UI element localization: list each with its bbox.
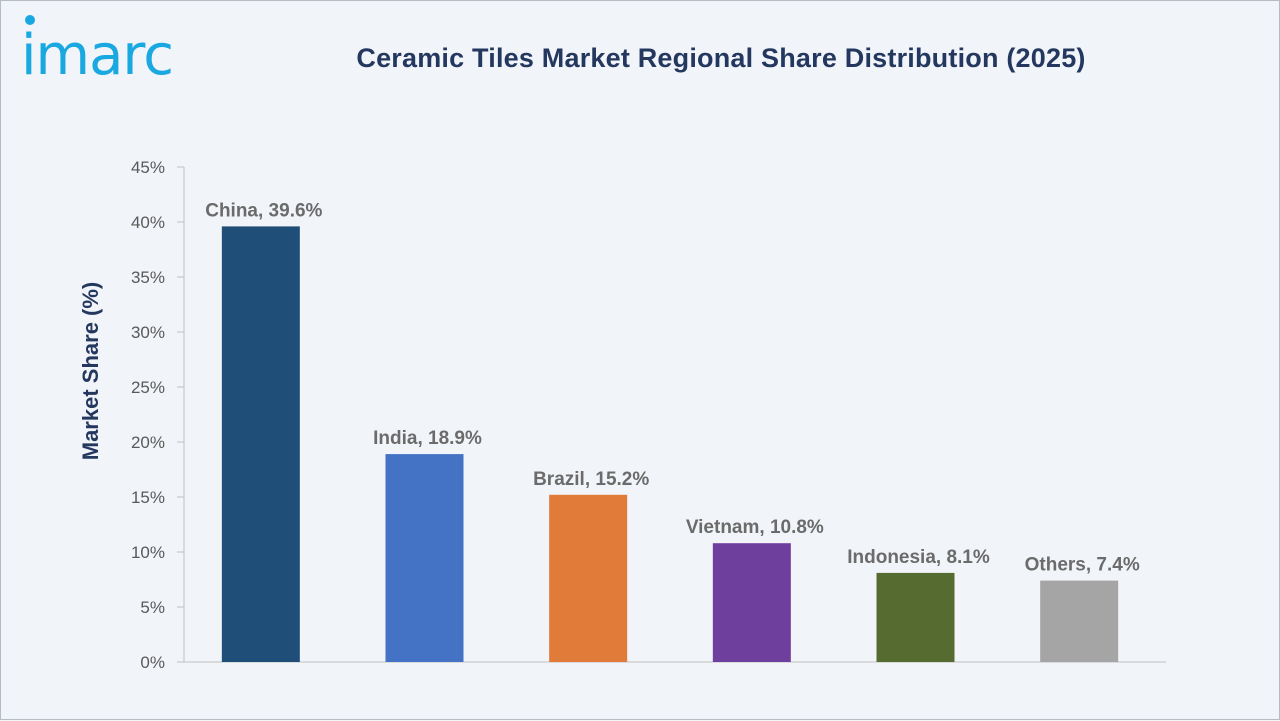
data-label-china: China, 39.6% <box>205 200 322 221</box>
data-label-india: India, 18.9% <box>373 428 482 449</box>
y-tick-label: 0% <box>140 653 165 672</box>
y-tick-label: 5% <box>140 598 165 617</box>
data-label-indonesia: Indonesia, 8.1% <box>847 547 990 568</box>
y-tick-label: 45% <box>131 158 165 177</box>
data-label-brazil: Brazil, 15.2% <box>533 469 649 490</box>
data-label-others: Others, 7.4% <box>1025 555 1140 576</box>
bar-india <box>385 454 464 662</box>
data-label-vietnam: Vietnam, 10.8% <box>686 517 824 538</box>
y-tick-label: 15% <box>131 488 165 507</box>
y-axis-label: Market Share (%) <box>78 282 103 461</box>
y-tick-label: 30% <box>131 323 165 342</box>
y-tick-label: 35% <box>131 268 165 287</box>
bar-indonesia <box>876 572 955 662</box>
imarc-logo: imarc <box>21 15 174 85</box>
logo-dot <box>25 15 35 25</box>
chart-title: Ceramic Tiles Market Regional Share Dist… <box>356 43 1086 73</box>
y-tick-label: 10% <box>131 543 165 562</box>
bar-others <box>1040 580 1119 662</box>
y-tick-label: 40% <box>131 213 165 232</box>
bar-china <box>221 226 300 662</box>
y-tick-label: 20% <box>131 433 165 452</box>
bar-brazil <box>549 494 628 662</box>
y-tick-label: 25% <box>131 378 165 397</box>
bar-vietnam <box>712 543 791 662</box>
logo-text: imarc <box>21 23 173 85</box>
